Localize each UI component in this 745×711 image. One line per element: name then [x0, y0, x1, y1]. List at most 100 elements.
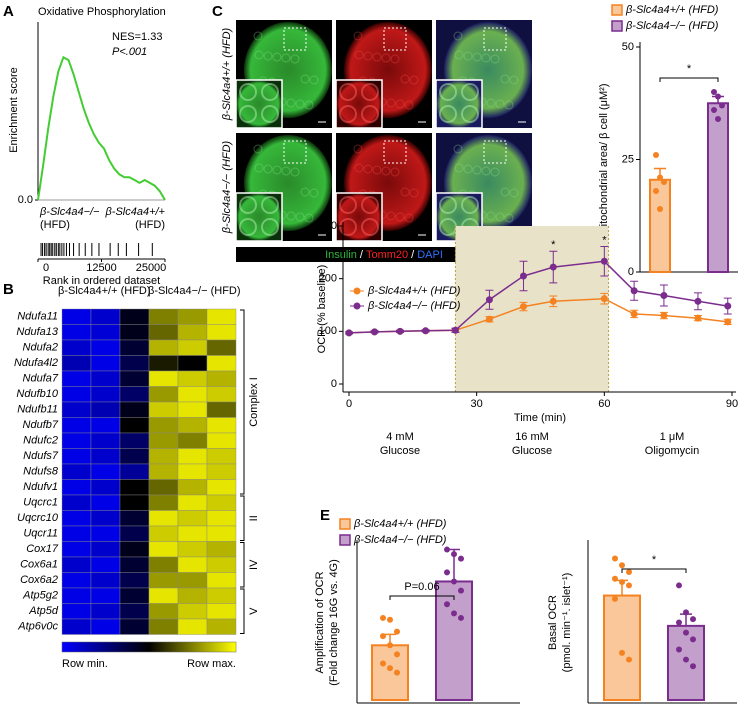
data-point — [715, 116, 721, 122]
cell-texture — [463, 164, 473, 174]
heat-cell — [61, 479, 92, 496]
heat-cell — [177, 448, 208, 465]
heat-cell — [148, 618, 179, 635]
data-point — [711, 89, 717, 95]
heat-cell — [90, 541, 121, 558]
cell-texture — [281, 53, 291, 63]
data-point — [485, 296, 493, 304]
heat-cell — [206, 432, 237, 449]
bar — [435, 580, 473, 701]
panel-letter: A — [3, 3, 14, 20]
heat-cell — [206, 463, 237, 480]
heat-cell — [61, 308, 92, 325]
data-point — [630, 287, 638, 295]
condition-label: 16 mM — [515, 431, 549, 443]
heat-cell — [177, 308, 208, 325]
cell-texture — [363, 51, 373, 61]
stain-label: Tomm20 — [366, 249, 408, 261]
inset-cell — [339, 105, 357, 123]
heat-cell — [177, 417, 208, 434]
heat-cell — [61, 525, 92, 542]
heat-cell — [119, 355, 150, 372]
group-bracket — [240, 588, 245, 634]
heat-cell — [61, 432, 92, 449]
data-point — [444, 546, 450, 553]
data-point — [657, 174, 663, 181]
heat-cell — [206, 618, 237, 635]
row-label: Ndufa4l2 — [14, 357, 58, 369]
cell-texture — [354, 50, 364, 60]
heat-cell — [90, 463, 121, 480]
heat-cell — [206, 324, 237, 341]
heat-cell — [90, 618, 121, 635]
data-point — [630, 310, 638, 318]
cell-texture — [254, 50, 264, 60]
heat-cell — [119, 432, 150, 449]
legend-label: β-Slc4a4−/− (HFD) — [625, 20, 719, 32]
heat-cell — [119, 370, 150, 387]
y-tick-label: 0.0 — [18, 194, 33, 206]
data-point — [451, 610, 457, 617]
significance-label: * — [652, 554, 657, 566]
legend-label: β-Slc4a4−/− (HFD) — [367, 300, 461, 312]
data-point — [519, 303, 527, 311]
cell-texture — [404, 100, 414, 110]
heat-cell — [61, 448, 92, 465]
heat-cell — [90, 510, 121, 527]
row-label: Uqcrc1 — [23, 497, 58, 509]
heat-cell — [148, 370, 179, 387]
data-point — [676, 619, 682, 626]
cell-texture — [290, 54, 300, 64]
zoom-box — [483, 140, 507, 164]
image-row-label: β-Slc4a4−/− (HFD) — [221, 140, 233, 234]
heat-cell — [61, 541, 92, 558]
annotation: P<.001 — [112, 46, 147, 58]
condition-label: 1 μM — [660, 431, 685, 443]
legend-swatch — [339, 518, 351, 530]
cell-texture — [472, 165, 482, 175]
data-point — [380, 633, 386, 640]
cell-texture — [386, 98, 396, 108]
panel-letter: B — [3, 281, 14, 298]
x-tick-label: 30 — [471, 398, 483, 410]
cell-texture — [409, 188, 419, 198]
cell-texture — [490, 54, 500, 64]
data-point — [444, 569, 450, 576]
heat-cell — [119, 339, 150, 356]
heat-cell — [119, 401, 150, 418]
data-point — [451, 578, 457, 585]
data-point — [694, 314, 702, 322]
inset-cell — [361, 218, 379, 236]
condition-label: Glucose — [380, 445, 420, 457]
heat-cell — [177, 603, 208, 620]
inset-cell — [339, 83, 357, 101]
x-axis-label: Rank in ordered dataset — [43, 275, 160, 287]
heat-cell — [206, 401, 237, 418]
y-axis-label: Amplification of OCR — [314, 571, 326, 673]
heat-cell — [206, 386, 237, 403]
heat-cell — [61, 401, 92, 418]
heat-cell — [61, 603, 92, 620]
heat-cell — [119, 386, 150, 403]
caption: Insulin / Tomm20/DAPI — [325, 249, 443, 261]
significance-bracket — [389, 595, 455, 600]
cell-texture — [400, 74, 410, 84]
heat-cell — [119, 479, 150, 496]
heat-cell — [177, 618, 208, 635]
cell-texture — [463, 51, 473, 61]
heat-cell — [90, 339, 121, 356]
es-curve — [37, 55, 166, 201]
heat-cell — [177, 370, 208, 387]
cell-texture — [286, 98, 296, 108]
cell-texture — [495, 99, 505, 109]
heat-cell — [206, 494, 237, 511]
y-tick-label: 300 — [319, 220, 337, 232]
inset-cell — [239, 196, 257, 214]
y-axis-label: Basal OCR — [547, 595, 559, 650]
inset-cell — [461, 196, 479, 214]
data-point — [380, 614, 386, 621]
heat-cell — [61, 618, 92, 635]
legend-swatch — [339, 534, 351, 546]
data-point — [387, 665, 393, 672]
row-group-label: V — [248, 607, 260, 615]
